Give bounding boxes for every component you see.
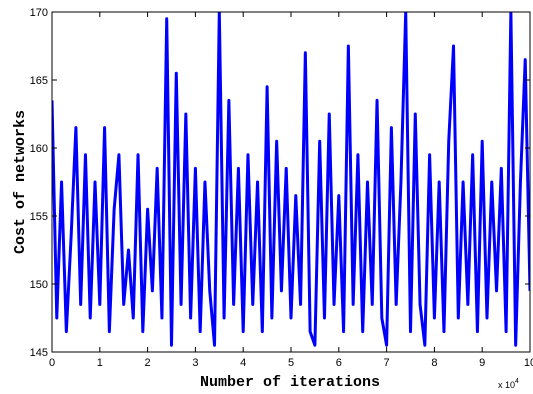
y-tick-label: 160 [30,143,48,155]
x-tick-label: 1 [97,357,103,369]
x-axis-label: Number of iterations [200,374,380,391]
x-multiplier-base: x 10 [498,380,515,390]
y-tick-label: 165 [30,75,48,87]
y-tick-label: 150 [30,279,48,291]
x-tick-label: 8 [431,357,437,369]
x-tick-label: 3 [192,357,198,369]
y-axis-label: Cost of networks [12,110,29,254]
y-tick-label: 145 [30,347,48,359]
y-tick-label: 170 [30,7,48,19]
x-tick-label: 5 [288,357,294,369]
y-tick-label: 155 [30,211,48,223]
data-line [52,12,530,347]
x-tick-label: 2 [145,357,151,369]
x-tick-label: 4 [240,357,246,369]
x-tick-label: 0 [49,357,55,369]
x-tick-label: 7 [384,357,390,369]
x-multiplier: x 104 [498,378,519,390]
x-tick-label: 10 [524,357,533,369]
x-tick-label: 9 [479,357,485,369]
x-multiplier-exponent: 4 [515,378,519,385]
x-tick-label: 6 [336,357,342,369]
